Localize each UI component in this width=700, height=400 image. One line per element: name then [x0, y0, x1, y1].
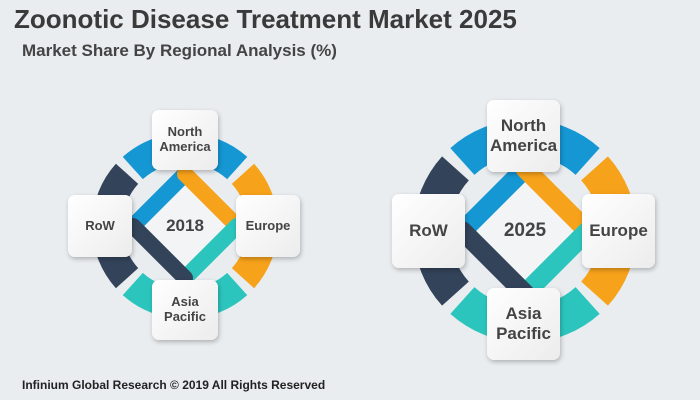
- card-europe-2025: Europe: [582, 194, 655, 268]
- inner-edge-north-america-2025: [453, 159, 535, 241]
- inner-edge-north-america-2018: [125, 166, 193, 234]
- page-title: Zoonotic Disease Treatment Market 2025: [14, 4, 517, 34]
- page-subtitle: Market Share By Regional Analysis (%): [22, 41, 337, 60]
- card-row-2025: RoW: [392, 194, 465, 268]
- card-europe-2018: Europe: [236, 195, 300, 257]
- card-asia-pacific-2025: Asia Pacific: [487, 288, 560, 360]
- year-2025: 2025: [503, 220, 547, 241]
- inner-edge-europe-2025: [515, 159, 598, 241]
- inner-edge-row-2018: [125, 218, 193, 286]
- card-north-america-2018: North America: [152, 110, 218, 170]
- card-asia-pacific-2018: Asia Pacific: [152, 280, 218, 340]
- card-row-2018: RoW: [68, 195, 132, 257]
- inner-edge-asia-pacific-2018: [177, 218, 245, 286]
- copyright-footer: Infinium Global Research © 2019 All Righ…: [22, 378, 326, 392]
- inner-edge-europe-2018: [177, 166, 245, 234]
- year-2018: 2018: [166, 216, 204, 235]
- inner-edge-row-2025: [453, 221, 535, 303]
- card-north-america-2025: North America: [487, 100, 560, 172]
- inner-edge-asia-pacific-2025: [515, 221, 598, 303]
